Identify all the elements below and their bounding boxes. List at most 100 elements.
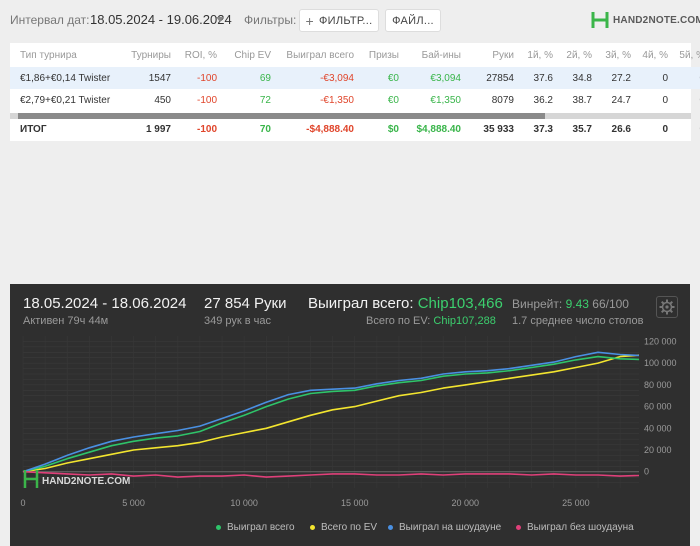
col-header[interactable]: Выиграл всего [286, 49, 354, 61]
watermark: HAND2NOTE.COM [23, 470, 130, 488]
x-tick-label: 5 000 [122, 498, 145, 508]
ev-total-value: Chip107,288 [433, 315, 496, 327]
series-line [22, 355, 640, 473]
legend-item-won[interactable]: Выиграл всего [216, 522, 295, 533]
table-cell: 24.7 [611, 94, 631, 106]
y-tick-label: 40 000 [644, 423, 672, 433]
col-header[interactable]: Турниры [131, 49, 171, 61]
legend-dot [388, 525, 393, 530]
file-button[interactable]: ФАЙЛ... [385, 9, 441, 32]
table-cell: €1,350 [430, 94, 461, 106]
x-tick-label: 10 000 [230, 498, 258, 508]
hands-count: 27 854 Руки [204, 295, 287, 312]
x-tick-label: 15 000 [341, 498, 369, 508]
y-axis-ticks: 0 20 000 40 000 60 000 80 000 100 000 120 000 [644, 336, 677, 476]
logo: HAND2NOTE.COM [591, 11, 700, 29]
winrate-value: 9.43 [565, 297, 589, 311]
table-cell: 34.8 [559, 67, 598, 89]
watermark-icon [23, 470, 39, 488]
chevron-down-icon[interactable] [216, 17, 224, 22]
table-cell: 37.6 [520, 67, 559, 89]
table-total-row: ИТОГ 1 997 -100 70 -$4,888.40 $0 $4,888.… [10, 117, 700, 141]
table-cell: 37.3 [533, 123, 553, 135]
col-header[interactable]: 5й, % [679, 49, 700, 61]
y-tick-label: 80 000 [644, 380, 672, 390]
col-header[interactable]: Руки [492, 49, 514, 61]
legend-label: Выиграл всего [227, 522, 295, 533]
x-axis-ticks: 0 5 000 10 000 15 000 20 000 25 000 [20, 498, 589, 508]
table-cell: €3,094 [405, 67, 467, 89]
gear-icon [659, 299, 675, 315]
x-tick-label: 25 000 [562, 498, 590, 508]
table-cell: €0 [360, 67, 405, 89]
series-lines [22, 351, 640, 478]
active-time: Активен 79ч 44м [23, 315, 109, 327]
hands-per-hour: 349 рук в час [204, 315, 272, 327]
toolbar: Интервал дат: 18.05.2024 - 19.06.2024 Фи… [0, 0, 700, 40]
watermark-text: HAND2NOTE.COM [42, 476, 130, 487]
winrate: Винрейт: 9.43 66/100 [512, 297, 629, 311]
col-header[interactable]: ROI, % [184, 49, 217, 61]
table-cell: 69 [223, 67, 277, 89]
col-header[interactable]: 4й, % [642, 49, 668, 61]
table-cell: €2,79+€0,21 Twister [20, 94, 111, 106]
settings-button[interactable] [656, 296, 678, 318]
y-tick-label: 100 000 [644, 358, 677, 368]
series-line [22, 354, 640, 473]
col-header[interactable]: 1й, % [527, 49, 553, 61]
date-range-select[interactable]: 18.05.2024 - 19.06.2024 [90, 12, 232, 27]
table-row[interactable]: €1,86+€0,14 Twister 1547 -100 69 -€3,094… [10, 67, 700, 89]
filter-button[interactable]: + ФИЛЬТР... [299, 9, 379, 32]
filters-label: Фильтры: [244, 13, 297, 27]
col-header[interactable]: Призы [368, 49, 399, 61]
table-cell: 0 [662, 94, 668, 106]
col-header[interactable]: 3й, % [605, 49, 631, 61]
table-cell: 26.6 [611, 123, 631, 135]
table-cell: 0 [637, 67, 674, 89]
legend-label: Выиграл на шоудауне [399, 522, 502, 533]
series-line [22, 351, 640, 473]
x-tick-label: 20 000 [452, 498, 480, 508]
ev-total-label: Всего по EV: [366, 315, 431, 327]
col-header[interactable]: Бай-ины [421, 49, 461, 61]
tournament-table: Тип турнира Турниры ROI, % Chip EV Выигр… [10, 43, 700, 141]
grid-lines [22, 336, 639, 488]
table-cell: 0 [674, 117, 700, 141]
table-cell: $0 [387, 123, 399, 135]
file-button-label: ФАЙЛ... [392, 14, 434, 27]
plus-icon: + [305, 12, 315, 29]
table-cell: 27854 [467, 67, 520, 89]
table-cell: 0 [662, 123, 668, 135]
table-cell: 27.2 [598, 67, 637, 89]
legend-item-no-showdown[interactable]: Выиграл без шоудауна [516, 522, 634, 533]
winrate-label: Винрейт: [512, 297, 563, 311]
col-header[interactable]: Тип турнира [20, 49, 77, 61]
col-header[interactable]: Chip EV [234, 49, 271, 61]
table-cell: -100 [177, 67, 223, 89]
logo-text: HAND2NOTE.COM [613, 14, 700, 26]
legend-item-ev[interactable]: Всего по EV [310, 522, 377, 533]
table-cell: 8079 [491, 94, 514, 106]
winrate-unit: 66/100 [592, 297, 629, 311]
table-cell: 70 [259, 123, 271, 135]
filter-button-label: ФИЛЬТР... [319, 14, 373, 27]
y-tick-label: 120 000 [644, 336, 677, 346]
col-header[interactable]: 2й, % [566, 49, 592, 61]
table-cell: 35 933 [483, 123, 514, 135]
won-total: Выиграл всего: Chip103,466 [308, 295, 503, 312]
legend-item-showdown[interactable]: Выиграл на шоудауне [388, 522, 501, 533]
table-row[interactable]: €2,79+€0,21 Twister 450 -100 72 -€1,350 … [10, 89, 700, 111]
h2n-logo-icon [591, 12, 609, 28]
horizontal-scrollbar-thumb[interactable] [18, 113, 545, 119]
legend-dot [310, 525, 315, 530]
ev-total: Всего по EV: Chip107,288 [366, 315, 496, 327]
table-cell: 36.2 [533, 94, 553, 106]
y-tick-label: 0 [644, 467, 649, 477]
table-cell: $4,888.40 [416, 123, 462, 135]
graph-panel: 18.05.2024 - 18.06.2024 Активен 79ч 44м … [10, 284, 690, 546]
table-cell: €1,86+€0,14 Twister [10, 67, 114, 89]
legend-label: Выиграл без шоудауна [527, 522, 634, 533]
avg-tables: 1.7 среднее число столов [512, 315, 644, 327]
table-cell: 72 [259, 94, 271, 106]
table-cell: -€1,350 [320, 94, 354, 106]
